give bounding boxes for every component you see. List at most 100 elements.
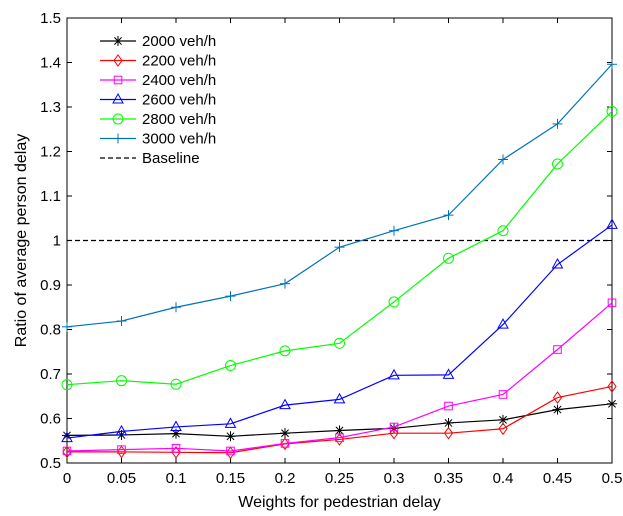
series-layer xyxy=(61,59,618,460)
data-point xyxy=(552,391,563,404)
data-point xyxy=(334,337,345,349)
data-point xyxy=(443,417,454,428)
series-line xyxy=(66,111,613,386)
data-point xyxy=(607,380,617,393)
data-point xyxy=(498,390,508,399)
data-point xyxy=(498,422,508,436)
data-point xyxy=(498,154,508,165)
data-point xyxy=(497,318,509,329)
data-point xyxy=(607,398,617,409)
y-axis-label: Ratio of average person delay xyxy=(13,134,30,347)
series-2 xyxy=(62,298,617,456)
x-axis-label: Weights for pedestrian delay xyxy=(238,494,440,511)
series-0 xyxy=(62,398,617,442)
data-point xyxy=(116,375,127,387)
series-1 xyxy=(62,380,617,460)
x-tick-label: 0.05 xyxy=(107,470,136,487)
legend-label: 2400 veh/h xyxy=(142,72,216,89)
data-point xyxy=(62,445,72,459)
y-tick-label: 1 xyxy=(53,233,61,250)
series-line xyxy=(67,385,613,454)
y-tick-label: 0.8 xyxy=(40,322,61,339)
data-point xyxy=(226,446,235,456)
data-point xyxy=(607,298,617,308)
data-point xyxy=(171,444,181,453)
x-tick-label: 0 xyxy=(63,470,71,487)
data-point xyxy=(552,118,563,129)
data-point xyxy=(389,422,399,432)
data-point xyxy=(224,417,237,428)
data-point xyxy=(335,433,344,442)
data-point xyxy=(497,225,509,237)
legend-label: 3000 veh/h xyxy=(142,131,216,148)
data-point xyxy=(225,431,236,442)
data-point xyxy=(225,360,236,372)
legend-entry: 2200 veh/h xyxy=(100,53,216,70)
series-4 xyxy=(61,105,618,391)
data-point xyxy=(443,426,454,440)
data-point xyxy=(443,210,454,221)
x-tick-label: 0.2 xyxy=(275,470,296,487)
data-point xyxy=(442,368,455,379)
x-tick-label: 0.45 xyxy=(543,470,572,487)
y-tick-label: 0.9 xyxy=(40,277,61,294)
legend-entry: 2000 veh/h xyxy=(100,33,216,50)
data-point xyxy=(444,401,453,411)
data-point xyxy=(607,59,617,70)
x-tick-label: 0.4 xyxy=(493,470,514,487)
data-point xyxy=(498,414,508,425)
x-tick-label: 0.1 xyxy=(166,470,187,487)
data-point xyxy=(116,316,127,327)
data-point xyxy=(388,296,400,308)
data-point xyxy=(280,437,290,451)
data-point xyxy=(170,420,182,431)
data-point xyxy=(552,158,563,170)
data-point xyxy=(334,242,345,253)
data-point xyxy=(61,431,73,443)
y-tick-label: 1.1 xyxy=(40,188,61,205)
data-point xyxy=(61,379,73,391)
y-tick-label: 0.6 xyxy=(40,411,61,428)
series-3 xyxy=(61,218,618,443)
legend-label: Baseline xyxy=(142,150,200,167)
legend-marker xyxy=(113,54,123,67)
data-point xyxy=(443,252,454,264)
legend-entry: 3000 veh/h xyxy=(100,131,216,148)
y-tick-label: 1.2 xyxy=(40,144,61,161)
data-point xyxy=(606,105,618,117)
data-point xyxy=(117,445,126,454)
data-point xyxy=(389,225,399,236)
data-point xyxy=(171,445,181,459)
y-tick-label: 1.5 xyxy=(40,10,61,27)
data-point xyxy=(551,258,564,269)
y-tick-label: 1.4 xyxy=(40,55,61,72)
data-point xyxy=(280,439,290,448)
legend-entry: 2800 veh/h xyxy=(100,111,216,128)
data-point xyxy=(62,321,72,332)
data-point xyxy=(552,404,563,415)
data-point xyxy=(333,392,346,404)
legend-label: 2000 veh/h xyxy=(142,33,216,50)
data-point xyxy=(553,345,562,354)
data-point xyxy=(279,398,291,410)
x-tick-label: 0.5 xyxy=(602,470,623,487)
data-point xyxy=(62,446,72,456)
data-point xyxy=(171,302,181,313)
legend-marker xyxy=(113,133,123,144)
legend-entry: 2400 veh/h xyxy=(100,72,216,89)
x-tick-label: 0.25 xyxy=(325,470,354,487)
data-point xyxy=(280,428,290,439)
legend-marker xyxy=(113,36,123,46)
x-tick-label: 0.35 xyxy=(434,470,463,487)
y-tick-label: 0.5 xyxy=(40,455,61,472)
data-point xyxy=(115,424,128,436)
y-tick-label: 1.3 xyxy=(40,99,61,116)
series-5 xyxy=(62,59,617,332)
data-point xyxy=(170,378,182,390)
legend-label: 2800 veh/h xyxy=(142,111,216,128)
legend-marker xyxy=(112,92,124,104)
legend-marker xyxy=(113,75,123,85)
data-point xyxy=(606,218,618,229)
legend-label: 2200 veh/h xyxy=(142,53,216,70)
